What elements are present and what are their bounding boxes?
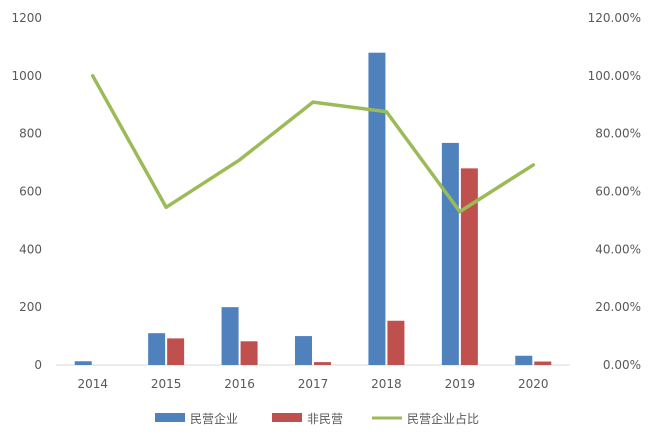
- bar-private: [221, 307, 239, 365]
- legend-label: 民营企业占比: [407, 411, 479, 426]
- legend-label: 民营企业: [190, 411, 238, 426]
- bar-non-private: [534, 361, 552, 365]
- y-left-tick-label: 1200: [11, 11, 42, 25]
- bar-non-private: [314, 362, 331, 365]
- x-tick-label: 2015: [151, 377, 182, 391]
- bar-private: [368, 52, 386, 365]
- x-tick-label: 2014: [77, 377, 108, 391]
- y-left-tick-label: 1000: [11, 69, 42, 83]
- y-right-tick-label: 0.00%: [603, 358, 641, 372]
- bar-private: [74, 361, 92, 365]
- line-point: [311, 100, 315, 104]
- bar-non-private: [460, 168, 478, 365]
- legend-swatch: [272, 413, 302, 422]
- x-tick-label: 2017: [298, 377, 329, 391]
- y-right-tick-label: 120.00%: [588, 11, 641, 25]
- legend: 民营企业 非民营 民营企业占比: [155, 411, 479, 426]
- line-point: [238, 158, 242, 162]
- y-left-tick-label: 0: [34, 358, 42, 372]
- x-tick-label: 2018: [371, 377, 402, 391]
- line-point: [458, 210, 462, 214]
- line-point: [164, 205, 168, 209]
- line-point: [531, 163, 535, 167]
- y-left-tick-label: 600: [19, 185, 42, 199]
- y-right-tick-label: 20.00%: [595, 300, 641, 314]
- line-point: [384, 110, 388, 114]
- legend-label: 非民营: [307, 412, 343, 426]
- y-right-tick-label: 60.00%: [595, 185, 641, 199]
- y-right-tick-label: 80.00%: [595, 127, 641, 141]
- y-left-tick-label: 800: [19, 127, 42, 141]
- x-tick-label: 2019: [445, 377, 476, 391]
- line-point: [91, 74, 95, 78]
- bar-private: [148, 333, 166, 365]
- bar-private: [441, 142, 459, 365]
- x-tick-label: 2020: [518, 377, 549, 391]
- line-series: [90, 74, 536, 214]
- y-right-tick-label: 100.00%: [588, 69, 641, 83]
- x-tick-label: 2016: [224, 377, 255, 391]
- bars: [74, 52, 552, 365]
- bar-non-private: [240, 341, 258, 365]
- bar-private: [515, 355, 533, 365]
- y-left-tick-label: 400: [19, 242, 42, 256]
- axes: 0 200 400 600 800 1000 1200 0.00% 20.00% 40.00% 60…: [11, 11, 641, 391]
- legend-swatch: [155, 413, 185, 422]
- y-right-tick-label: 40.00%: [595, 242, 641, 256]
- bar-private: [295, 336, 312, 365]
- bar-non-private: [387, 320, 405, 365]
- y-left-tick-label: 200: [19, 300, 42, 314]
- bar-non-private: [167, 338, 185, 365]
